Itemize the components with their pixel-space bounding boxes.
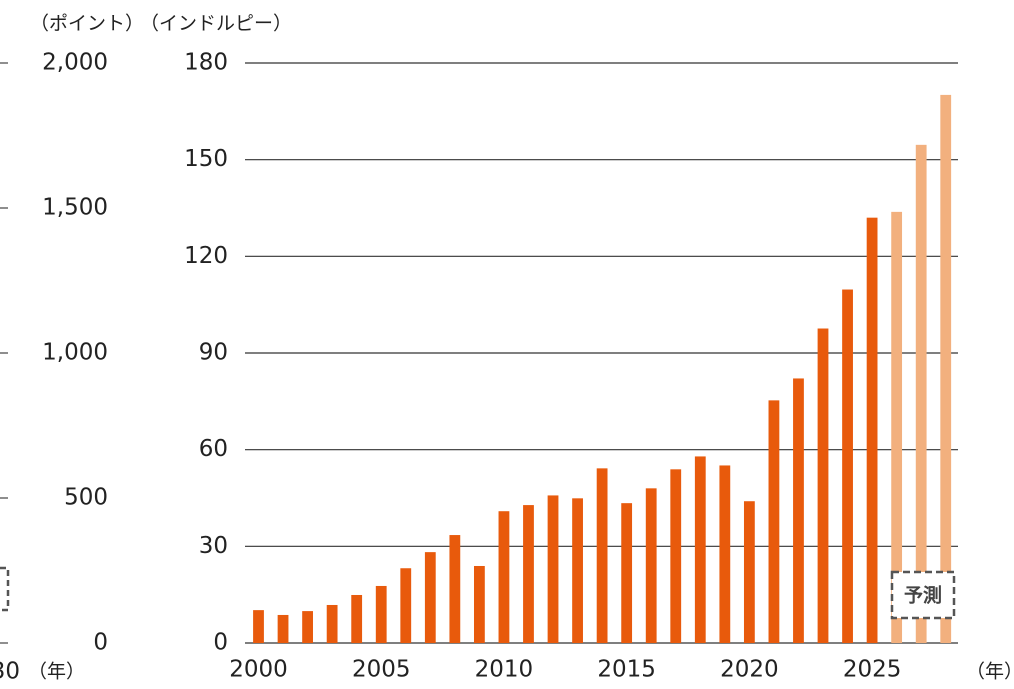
forecast-box — [890, 570, 956, 620]
x-tick-label: 2010 — [475, 657, 534, 683]
y-tick-label: 30 — [199, 533, 228, 559]
left-forecast-box — [0, 566, 10, 612]
bar — [940, 94, 952, 643]
bar — [424, 552, 436, 643]
forecast-annotation: 予測 — [904, 584, 942, 607]
bar — [351, 594, 363, 643]
bar — [719, 465, 731, 643]
x-tick-label: 2005 — [352, 657, 411, 683]
y-tick-label: 1,000 — [42, 340, 108, 366]
y-tick-label: 2,000 — [42, 50, 108, 76]
bar — [572, 498, 583, 643]
bar — [915, 144, 927, 643]
y-tick-label: 500 — [64, 485, 108, 511]
x-axis-label: （年） — [966, 661, 1014, 683]
bar — [326, 604, 338, 643]
bar — [891, 211, 903, 643]
y-axis-label: （インドルピー） — [140, 13, 292, 35]
bar — [866, 217, 878, 643]
y-tick-label: 0 — [93, 630, 108, 656]
bar — [768, 400, 780, 643]
x-tick-label: 2000 — [229, 657, 288, 683]
y-tick-label: 60 — [199, 436, 228, 462]
bar — [375, 585, 387, 643]
x-tick-label: 2020 — [720, 657, 779, 683]
y-tick-label: 150 — [184, 146, 228, 172]
bar — [694, 456, 706, 643]
y-tick-label: 0 — [213, 630, 228, 656]
bar — [743, 501, 755, 643]
left-x-axis-label: （年） — [28, 661, 85, 683]
left-y-axis-label: （ポイント） — [30, 13, 144, 35]
bar — [817, 328, 829, 643]
bar — [277, 614, 289, 643]
bar — [645, 488, 657, 643]
bar — [302, 611, 313, 643]
y-tick-label: 180 — [184, 50, 228, 76]
bar — [473, 565, 485, 643]
bar — [400, 568, 412, 643]
bar — [670, 469, 682, 643]
bar — [793, 378, 804, 643]
bar — [449, 535, 461, 643]
bar — [498, 511, 510, 643]
bar — [253, 610, 264, 643]
x-tick-label: 2025 — [843, 657, 902, 683]
x-tick-label: 2015 — [597, 657, 656, 683]
y-tick-label: 120 — [184, 243, 228, 269]
bar — [621, 503, 633, 643]
bar — [547, 495, 559, 643]
left-x-tick-label: 30 — [0, 659, 20, 685]
bar — [596, 468, 608, 643]
bar — [842, 289, 853, 643]
y-tick-label: 90 — [199, 340, 228, 366]
bar — [523, 505, 534, 643]
y-tick-label: 1,500 — [42, 195, 108, 221]
